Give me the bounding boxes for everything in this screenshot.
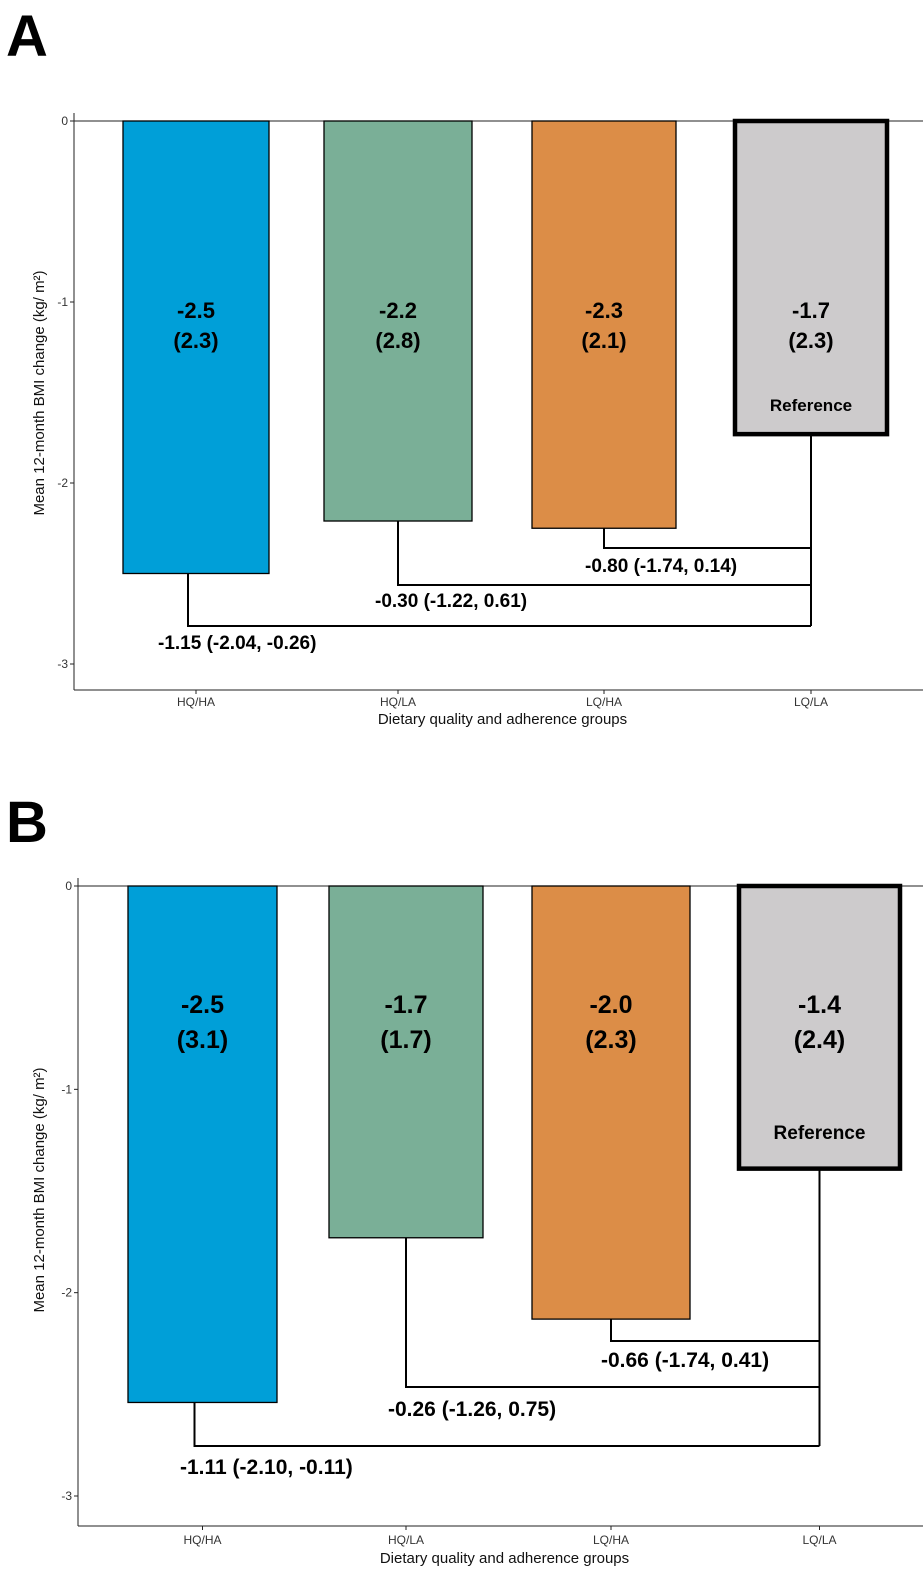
- bar-mean-label: -2.5: [181, 991, 224, 1019]
- x-tick-label: HQ/LA: [380, 695, 416, 709]
- y-tick-label: 0: [61, 114, 68, 128]
- bar-mean-label: -2.5: [177, 298, 215, 323]
- comparison-bracket: [603, 528, 811, 549]
- reference-label: Reference: [774, 1123, 866, 1144]
- panel-letter: B: [6, 790, 48, 855]
- bar-mean-label: -1.7: [384, 991, 427, 1019]
- x-tick-label: LQ/HA: [593, 1533, 629, 1547]
- bar-mean-label: -2.2: [379, 298, 417, 323]
- y-axis-title: Mean 12-month BMI change (kg/ m²): [31, 270, 48, 515]
- chart-panel-a: A 0 -1 -2 -3 -2.5 (2.3) HQ/HA -2.2 (2.8) HQ/LA -2.3…: [6, 4, 923, 728]
- x-axis-title: Dietary quality and adherence groups: [378, 711, 627, 728]
- y-tick-label: -2: [61, 1286, 72, 1300]
- comparison-label: -0.26 (-1.26, 0.75): [388, 1398, 556, 1421]
- bar-sd-label: (1.7): [380, 1026, 431, 1054]
- bar-hq-ha: [127, 885, 278, 1404]
- bar-sd-label: (2.4): [794, 1026, 845, 1054]
- y-tick-label: 0: [65, 879, 72, 893]
- x-tick-label: HQ/HA: [177, 695, 215, 709]
- comparison-label: -1.15 (-2.04, -0.26): [158, 633, 316, 654]
- reference-label: Reference: [770, 396, 852, 415]
- comparison-label: -0.66 (-1.74, 0.41): [601, 1349, 769, 1372]
- bar-sd-label: (2.3): [173, 328, 218, 353]
- x-tick-label: LQ/HA: [586, 695, 622, 709]
- bar-lq-la: [736, 883, 903, 1171]
- y-tick-label: -2: [57, 476, 68, 490]
- panel-letter: A: [6, 4, 48, 69]
- comparison-bracket: [397, 521, 811, 586]
- comparison-label: -1.11 (-2.10, -0.11): [180, 1456, 353, 1479]
- bar-hq-ha: [122, 120, 270, 575]
- bar-mean-label: -1.7: [792, 298, 830, 323]
- x-tick-label: LQ/LA: [794, 695, 828, 709]
- bar-lq-la: [732, 118, 890, 437]
- bar-mean-label: -2.3: [585, 298, 623, 323]
- comparison-label: -0.30 (-1.22, 0.61): [375, 591, 527, 612]
- comparison-bracket: [187, 573, 811, 627]
- comparison-bracket: [610, 1319, 820, 1342]
- bar-sd-label: (3.1): [177, 1026, 228, 1054]
- comparison-bracket: [193, 1402, 820, 1447]
- bar-sd-label: (2.8): [375, 328, 420, 353]
- x-tick-label: LQ/LA: [802, 1533, 836, 1547]
- y-tick-label: -1: [61, 1082, 72, 1096]
- bar-mean-label: -1.4: [798, 991, 841, 1019]
- chart-panel-b: B 0 -1 -2 -3 -2.5 (3.1) HQ/HA -1.7 (1.7) HQ/LA -2.0…: [6, 790, 923, 1567]
- y-tick-label: -1: [57, 295, 68, 309]
- bar-hq-la: [323, 120, 473, 522]
- y-tick-label: -3: [57, 657, 68, 671]
- bar-sd-label: (2.3): [585, 1026, 636, 1054]
- bar-lq-ha: [531, 120, 677, 529]
- x-tick-label: HQ/LA: [388, 1533, 424, 1547]
- x-tick-label: HQ/HA: [183, 1533, 221, 1547]
- bar-mean-label: -2.0: [589, 991, 632, 1019]
- bar-sd-label: (2.3): [788, 328, 833, 353]
- y-axis-title: Mean 12-month BMI change (kg/ m²): [31, 1067, 48, 1312]
- y-tick-label: -3: [61, 1489, 72, 1503]
- bar-lq-ha: [531, 885, 691, 1320]
- bar-sd-label: (2.1): [581, 328, 626, 353]
- x-axis-title: Dietary quality and adherence groups: [380, 1550, 629, 1567]
- bar-hq-la: [328, 885, 484, 1239]
- comparison-label: -0.80 (-1.74, 0.14): [585, 556, 737, 577]
- comparison-bracket: [405, 1237, 820, 1388]
